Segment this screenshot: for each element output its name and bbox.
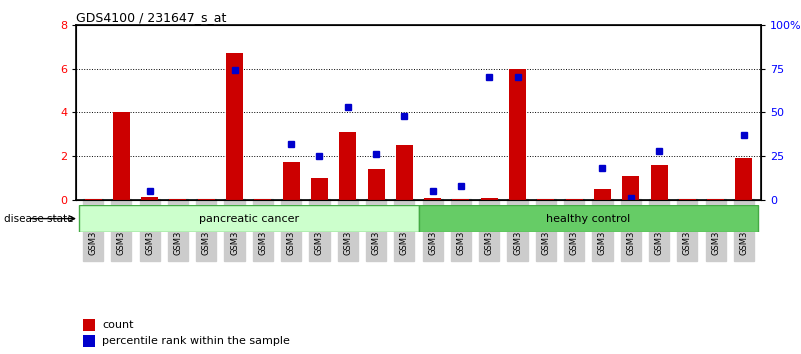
Bar <box>594 189 611 200</box>
Bar <box>141 197 158 200</box>
Bar <box>368 169 384 200</box>
Bar <box>170 199 187 200</box>
Bar <box>226 53 243 200</box>
Bar <box>453 199 469 200</box>
Bar <box>79 205 418 232</box>
Bar <box>418 205 758 232</box>
Bar <box>113 113 130 200</box>
Text: pancreatic cancer: pancreatic cancer <box>199 213 299 224</box>
Bar <box>425 198 441 200</box>
Bar <box>735 158 752 200</box>
Bar <box>707 199 724 200</box>
Bar <box>396 145 413 200</box>
Text: healthy control: healthy control <box>546 213 630 224</box>
Bar <box>537 199 554 200</box>
Bar <box>255 199 272 200</box>
Bar <box>340 132 356 200</box>
Text: disease state: disease state <box>4 214 74 224</box>
Bar <box>650 165 667 200</box>
Bar <box>622 176 639 200</box>
Bar <box>311 178 328 200</box>
Bar <box>198 199 215 200</box>
Text: percentile rank within the sample: percentile rank within the sample <box>102 336 290 346</box>
Bar <box>83 335 95 347</box>
Bar <box>85 199 102 200</box>
Bar <box>679 199 696 200</box>
Bar <box>481 198 497 200</box>
Bar <box>509 69 526 200</box>
Text: count: count <box>102 320 134 330</box>
Bar <box>283 162 300 200</box>
Bar <box>83 319 95 331</box>
Text: GDS4100 / 231647_s_at: GDS4100 / 231647_s_at <box>76 11 227 24</box>
Bar <box>566 199 582 200</box>
